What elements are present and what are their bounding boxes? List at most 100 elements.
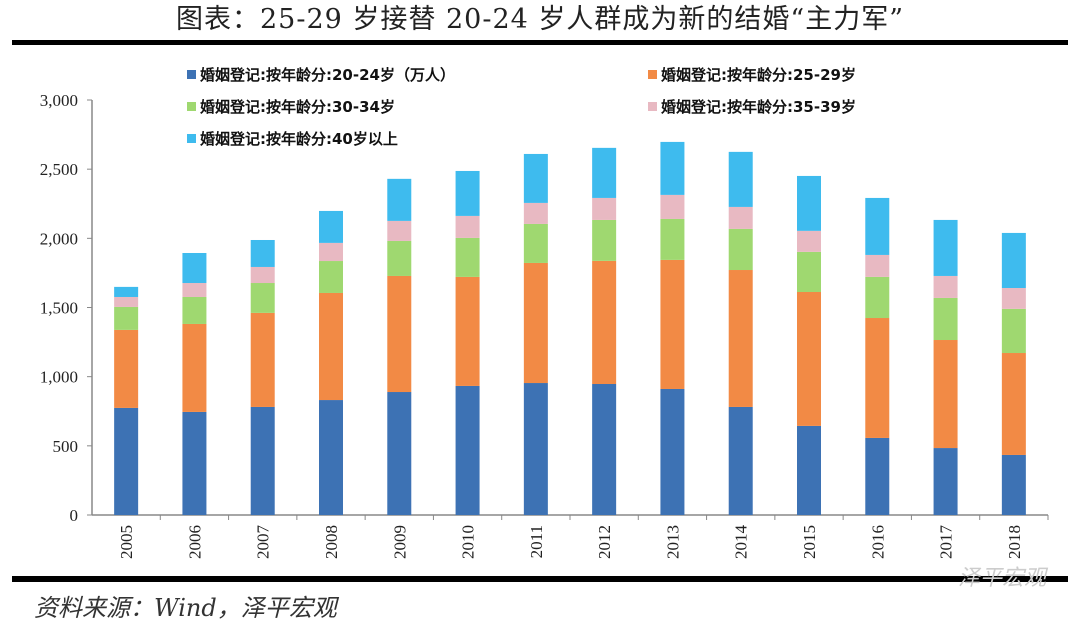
y-tick-label: 1,000 bbox=[40, 368, 78, 387]
bar-segment-2011-4 bbox=[523, 153, 548, 203]
bar-segment-2012-4 bbox=[592, 147, 617, 198]
legend-item-40-plus: 婚姻登记:按年龄分:40岁以上 bbox=[187, 128, 398, 149]
y-tick-label: 0 bbox=[70, 506, 79, 525]
bar-segment-2008-3 bbox=[319, 242, 343, 262]
bar-segment-2009-3 bbox=[387, 220, 412, 241]
bar-segment-2005-0 bbox=[114, 407, 139, 515]
bar-segment-2013-1 bbox=[660, 259, 685, 389]
bottom-rule bbox=[12, 576, 1068, 582]
legend-label: 婚姻登记:按年龄分:35-39岁 bbox=[661, 98, 856, 116]
bar-segment-2016-0 bbox=[865, 437, 890, 515]
bar-segment-2005-2 bbox=[114, 306, 139, 330]
bar-segment-2009-1 bbox=[387, 275, 412, 393]
x-tick-label: 2013 bbox=[663, 525, 682, 559]
bar-segment-2013-4 bbox=[660, 141, 685, 195]
legend-swatch bbox=[187, 102, 196, 111]
x-tick-label: 2011 bbox=[527, 525, 546, 558]
bar-segment-2016-2 bbox=[865, 276, 890, 319]
bar-segment-2005-4 bbox=[114, 286, 139, 297]
bar-segment-2012-1 bbox=[592, 260, 617, 384]
bar-segment-2015-1 bbox=[797, 292, 821, 426]
bar-segment-2014-1 bbox=[728, 270, 753, 407]
bar-segment-2011-2 bbox=[523, 223, 548, 263]
bar-segment-2014-3 bbox=[728, 206, 753, 229]
bar-segment-2007-2 bbox=[250, 283, 275, 313]
x-tick-label: 2017 bbox=[937, 525, 956, 560]
bar-segment-2015-4 bbox=[797, 175, 821, 231]
y-tick-label: 500 bbox=[53, 437, 79, 456]
bar-segment-2017-2 bbox=[933, 297, 958, 341]
x-tick-label: 2005 bbox=[117, 525, 136, 559]
bar-segment-2007-3 bbox=[250, 266, 275, 284]
y-tick-label: 2,500 bbox=[40, 160, 78, 179]
bar-segment-2012-2 bbox=[592, 219, 617, 261]
bar-segment-2010-0 bbox=[455, 385, 480, 515]
bar-segment-2015-0 bbox=[797, 425, 821, 515]
bar-segment-2006-3 bbox=[182, 283, 207, 297]
bar-segment-2017-3 bbox=[933, 275, 958, 298]
bar-segment-2016-1 bbox=[865, 318, 890, 438]
x-tick-label: 2015 bbox=[800, 525, 819, 559]
x-tick-label: 2010 bbox=[459, 525, 478, 559]
bar-segment-2010-1 bbox=[455, 276, 480, 386]
bar-segment-2010-3 bbox=[455, 215, 480, 238]
bar-segment-2015-2 bbox=[797, 251, 821, 293]
bar-segment-2006-0 bbox=[182, 411, 207, 515]
bar-segment-2018-3 bbox=[1001, 287, 1026, 309]
bar-segment-2018-1 bbox=[1001, 353, 1026, 455]
legend-label: 婚姻登记:按年龄分:30-34岁 bbox=[200, 98, 395, 116]
x-tick-label: 2018 bbox=[1005, 525, 1024, 559]
x-tick-label: 2007 bbox=[254, 525, 273, 560]
source-note: 资料来源：Wind，泽平宏观 bbox=[34, 594, 337, 622]
bar-segment-2011-0 bbox=[523, 383, 548, 515]
bar-segment-2007-4 bbox=[250, 239, 275, 267]
bar-segment-2007-1 bbox=[250, 312, 275, 407]
legend-swatch bbox=[187, 134, 196, 143]
bar-segment-2018-2 bbox=[1001, 308, 1026, 354]
bar-segment-2016-4 bbox=[865, 197, 890, 255]
x-tick-label: 2008 bbox=[322, 525, 341, 559]
bar-segment-2008-2 bbox=[319, 261, 343, 293]
legend-item-20-24: 婚姻登记:按年龄分:20-24岁（万人） bbox=[187, 64, 455, 85]
bar-segment-2015-3 bbox=[797, 230, 821, 252]
y-tick-label: 2,000 bbox=[40, 229, 78, 248]
bar-segment-2014-0 bbox=[728, 406, 753, 515]
x-tick-label: 2006 bbox=[185, 525, 204, 559]
bar-segment-2011-3 bbox=[523, 202, 548, 224]
bar-segment-2017-4 bbox=[933, 219, 958, 276]
bar-segment-2009-4 bbox=[387, 178, 412, 221]
bar-segment-2006-1 bbox=[182, 323, 207, 412]
x-tick-label: 2009 bbox=[390, 525, 409, 559]
y-tick-label: 3,000 bbox=[40, 91, 78, 110]
chart-title: 图表：25-29 岁接替 20-24 岁人群成为新的结婚“主力军” bbox=[175, 4, 905, 35]
bar-segment-2014-2 bbox=[728, 228, 753, 271]
legend-label: 婚姻登记:按年龄分:40岁以上 bbox=[200, 130, 398, 148]
bar-segment-2013-3 bbox=[660, 194, 685, 219]
legend-label: 婚姻登记:按年龄分:25-29岁 bbox=[661, 66, 856, 84]
bar-segment-2009-0 bbox=[387, 392, 412, 515]
bar-segment-2006-2 bbox=[182, 296, 207, 324]
bar-segment-2010-2 bbox=[455, 237, 480, 277]
legend-swatch bbox=[648, 102, 657, 111]
bar-segment-2007-0 bbox=[250, 406, 275, 515]
bar-segment-2009-2 bbox=[387, 240, 412, 276]
legend-item-25-29: 婚姻登记:按年龄分:25-29岁 bbox=[648, 64, 856, 85]
bar-segment-2018-4 bbox=[1001, 232, 1026, 288]
bar-segment-2010-4 bbox=[455, 170, 480, 216]
bar-segment-2013-0 bbox=[660, 388, 685, 515]
bar-segment-2013-2 bbox=[660, 218, 685, 260]
legend-item-30-34: 婚姻登记:按年龄分:30-34岁 bbox=[187, 96, 395, 117]
x-tick-label: 2012 bbox=[595, 525, 614, 559]
bar-segment-2008-0 bbox=[319, 400, 343, 515]
legend-item-35-39: 婚姻登记:按年龄分:35-39岁 bbox=[648, 96, 856, 117]
y-tick-label: 1,500 bbox=[40, 299, 78, 318]
bar-segment-2012-3 bbox=[592, 197, 617, 220]
x-tick-label: 2014 bbox=[732, 525, 751, 560]
bar-segment-2008-1 bbox=[319, 292, 343, 401]
bar-segment-2016-3 bbox=[865, 254, 890, 277]
bar-segment-2012-0 bbox=[592, 383, 617, 515]
legend-swatch bbox=[187, 70, 196, 79]
x-tick-label: 2016 bbox=[868, 525, 887, 559]
bar-segment-2014-4 bbox=[728, 151, 753, 207]
